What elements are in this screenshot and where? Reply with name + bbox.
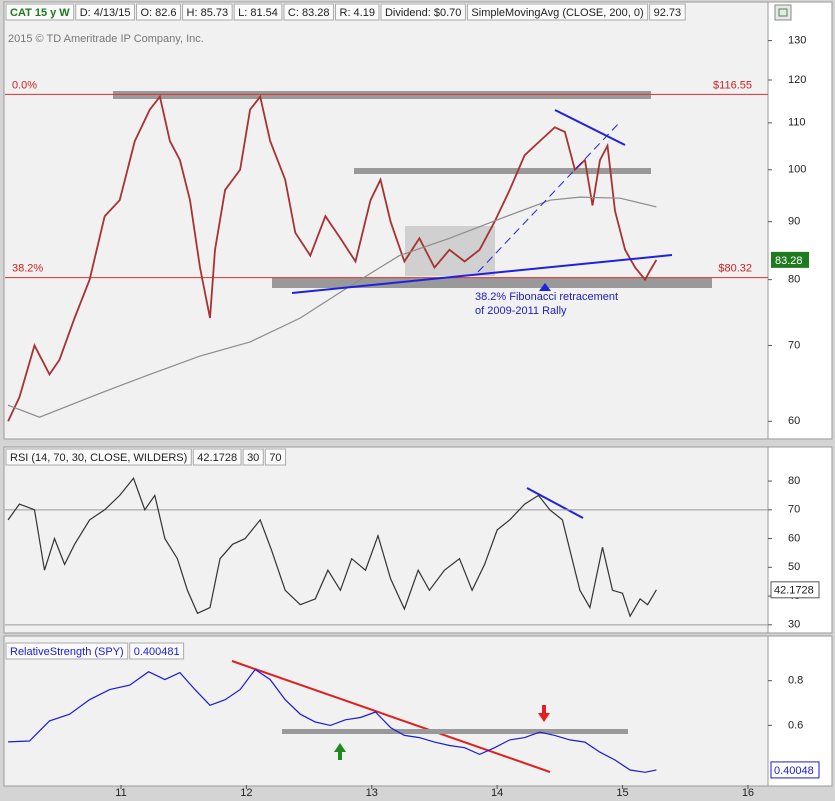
header-box xyxy=(5,3,75,21)
y-tick-label: 70 xyxy=(788,504,800,516)
header-item: Dividend: $0.70 xyxy=(385,7,461,19)
header-item: C: 83.28 xyxy=(288,7,330,19)
header-item: O: 82.6 xyxy=(140,7,176,19)
x-tick-label: 13 xyxy=(366,787,378,799)
rs-axis xyxy=(767,635,833,787)
x-tick-label: 16 xyxy=(742,787,754,799)
header-box xyxy=(649,3,686,21)
header-item: H: 85.73 xyxy=(187,7,229,19)
y-tick-label: 80 xyxy=(788,475,800,487)
trend-line xyxy=(291,254,673,294)
support-zone xyxy=(272,278,712,288)
y-tick-label: 30 xyxy=(788,619,800,631)
header-item: 70 xyxy=(269,452,281,464)
header-box xyxy=(380,3,466,21)
y-tick-label: 70 xyxy=(788,339,800,351)
header-box xyxy=(264,448,287,466)
series-line xyxy=(8,668,657,773)
fib-level-label: $116.55 xyxy=(713,79,752,91)
y-tick-label: 80 xyxy=(788,274,800,286)
header-box xyxy=(135,3,182,21)
marker-triangle xyxy=(539,283,551,291)
last-rsi-box xyxy=(770,581,820,599)
header-box xyxy=(233,3,283,21)
fib-level-label: $80.32 xyxy=(718,263,752,275)
arrow-down xyxy=(538,705,550,722)
y-tick-label: 130 xyxy=(788,34,806,46)
last-rs-box xyxy=(770,761,820,779)
header-box xyxy=(242,448,264,466)
trend-line xyxy=(526,487,584,519)
x-tick-label: 12 xyxy=(240,787,252,799)
x-tick-label: 14 xyxy=(491,787,503,799)
price-panel xyxy=(3,1,769,440)
header-box xyxy=(5,448,192,466)
y-tick-label: 100 xyxy=(788,164,806,176)
header-item: 92.73 xyxy=(654,7,682,19)
settings-icon[interactable] xyxy=(774,4,792,21)
arrow-up xyxy=(334,743,346,760)
annotation: 38.2% Fibonacci retracement xyxy=(475,291,618,303)
price-axis xyxy=(767,1,833,440)
y-tick-label: 0.8 xyxy=(788,675,803,687)
last-rsi-label: 42.1728 xyxy=(774,585,814,597)
header-box xyxy=(129,642,185,660)
header-item: 0.400481 xyxy=(134,646,180,658)
header-item: L: 81.54 xyxy=(238,7,278,19)
header-item: 42.1728 xyxy=(197,452,237,464)
resistance-zone xyxy=(354,168,651,174)
y-tick-label: 60 xyxy=(788,532,800,544)
fib-level-name: 38.2% xyxy=(12,263,43,275)
header-box xyxy=(182,3,233,21)
y-tick-label: 110 xyxy=(788,117,806,129)
header-box xyxy=(75,3,135,21)
trend-line xyxy=(231,660,551,773)
x-tick-label: 11 xyxy=(115,787,126,799)
header-item: RelativeStrength (SPY) xyxy=(10,646,124,658)
header-box xyxy=(283,3,334,21)
rs-panel xyxy=(3,635,769,787)
header-item: 30 xyxy=(247,452,259,464)
series-line xyxy=(7,94,658,422)
copyright: 2015 © TD Ameritrade IP Company, Inc. xyxy=(8,33,204,45)
header-item: R: 4.19 xyxy=(340,7,375,19)
last-price-box xyxy=(771,251,809,268)
header-item: SimpleMovingAvg (CLOSE, 200, 0) xyxy=(471,7,643,19)
y-tick-label: 90 xyxy=(788,216,800,228)
header-box xyxy=(335,3,380,21)
y-tick-label: 120 xyxy=(788,74,806,86)
last-rs-label: 0.40048 xyxy=(774,765,814,777)
header-box xyxy=(5,642,129,660)
settings-icon-glyph xyxy=(778,8,788,17)
header-item: D: 4/13/15 xyxy=(80,7,131,19)
annotation: of 2009-2011 Rally xyxy=(475,305,567,317)
rsi-axis xyxy=(767,446,833,634)
resistance-zone xyxy=(113,91,651,99)
y-tick-label: 50 xyxy=(788,561,800,573)
header-item: CAT 15 y W xyxy=(10,7,70,19)
x-tick-label: 15 xyxy=(616,787,628,799)
trend-line xyxy=(477,121,621,273)
series-line xyxy=(7,476,657,618)
last-price-label: 83.28 xyxy=(775,255,803,267)
header-item: RSI (14, 70, 30, CLOSE, WILDERS) xyxy=(10,452,187,464)
y-tick-label: 0.6 xyxy=(788,719,803,731)
trend-line xyxy=(554,109,626,146)
series-line xyxy=(7,196,657,418)
level-zone xyxy=(282,729,628,734)
header-box xyxy=(192,448,242,466)
header-box xyxy=(466,3,649,21)
y-tick-label: 60 xyxy=(788,415,800,427)
rsi-panel xyxy=(3,446,769,634)
fib-level-name: 0.0% xyxy=(12,79,37,91)
